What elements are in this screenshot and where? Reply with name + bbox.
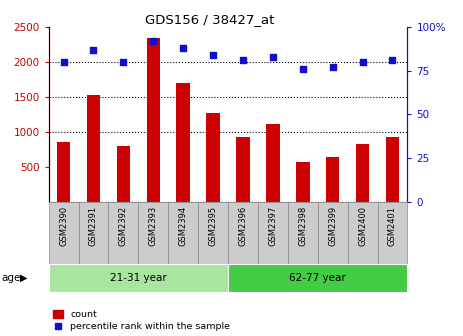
Bar xyxy=(147,38,160,202)
Text: GSM2401: GSM2401 xyxy=(388,206,397,246)
Bar xyxy=(108,202,138,264)
Bar xyxy=(386,137,399,202)
Bar xyxy=(87,95,100,202)
Bar xyxy=(326,157,339,202)
Point xyxy=(239,57,247,63)
Bar xyxy=(348,202,377,264)
Point xyxy=(299,66,307,72)
Bar xyxy=(49,202,79,264)
Bar xyxy=(168,202,198,264)
Point xyxy=(90,47,97,52)
Bar xyxy=(266,124,280,202)
Text: ▶: ▶ xyxy=(20,273,27,283)
Text: GSM2394: GSM2394 xyxy=(179,206,188,246)
Text: age: age xyxy=(1,273,21,283)
Text: GSM2398: GSM2398 xyxy=(298,206,307,246)
Point xyxy=(119,59,127,65)
Bar xyxy=(49,264,228,292)
Text: GSM2393: GSM2393 xyxy=(149,206,158,246)
Bar xyxy=(198,202,228,264)
Bar xyxy=(228,202,258,264)
Bar xyxy=(176,83,190,202)
Point xyxy=(60,59,67,65)
Text: GSM2400: GSM2400 xyxy=(358,206,367,246)
Point xyxy=(269,54,276,59)
Point xyxy=(209,52,217,57)
Bar xyxy=(228,264,407,292)
Bar xyxy=(57,142,70,202)
Text: GSM2399: GSM2399 xyxy=(328,206,337,246)
Text: GSM2397: GSM2397 xyxy=(269,206,277,246)
Bar xyxy=(288,202,318,264)
Point xyxy=(180,45,187,50)
Bar xyxy=(79,202,108,264)
Text: GSM2396: GSM2396 xyxy=(238,206,248,246)
Text: 21-31 year: 21-31 year xyxy=(110,273,167,283)
Point xyxy=(389,57,396,63)
Text: 62-77 year: 62-77 year xyxy=(289,273,346,283)
Bar xyxy=(296,163,309,202)
Bar xyxy=(138,202,168,264)
Text: GSM2395: GSM2395 xyxy=(208,206,218,246)
Text: GSM2390: GSM2390 xyxy=(59,206,68,246)
Point xyxy=(150,38,157,44)
Bar xyxy=(356,144,369,202)
Bar xyxy=(258,202,288,264)
Bar xyxy=(117,146,130,202)
Legend: count, percentile rank within the sample: count, percentile rank within the sample xyxy=(53,310,230,331)
Point xyxy=(329,65,337,70)
Title: GDS156 / 38427_at: GDS156 / 38427_at xyxy=(145,13,275,26)
Point xyxy=(359,59,366,65)
Text: GSM2392: GSM2392 xyxy=(119,206,128,246)
Bar xyxy=(236,137,250,202)
Bar xyxy=(377,202,407,264)
Bar xyxy=(318,202,348,264)
Bar xyxy=(206,113,220,202)
Text: GSM2391: GSM2391 xyxy=(89,206,98,246)
